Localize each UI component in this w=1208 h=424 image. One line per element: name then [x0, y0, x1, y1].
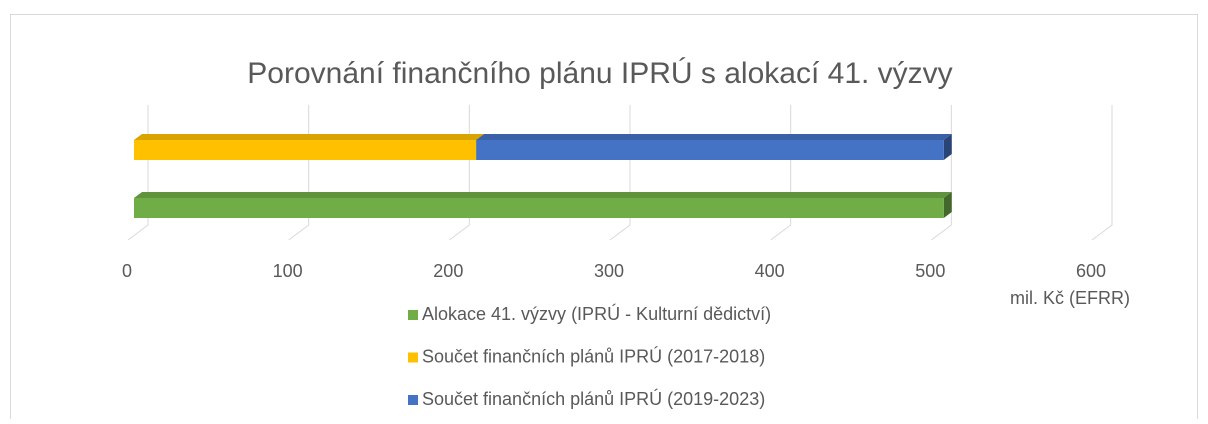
x-tick-label: 300: [594, 261, 624, 281]
chart-title: Porovnání finančního plánu IPRÚ s alokac…: [247, 57, 952, 90]
legend-label: Alokace 41. výzvy (IPRÚ - Kulturní dědic…: [422, 303, 771, 324]
legend-swatch: [408, 352, 418, 363]
x-tick-label: 0: [122, 261, 132, 281]
bar-top-face: [476, 134, 952, 140]
bar-side-face: [943, 134, 952, 160]
x-axis-label: mil. Kč (EFRR): [1010, 288, 1130, 308]
legend-label: Součet finančních plánů IPRÚ (2019-2023): [422, 388, 765, 409]
x-tick-label: 200: [433, 261, 463, 281]
grid-line: [1091, 105, 1113, 241]
chart-frame: [10, 14, 1198, 424]
bar-front-face: [134, 198, 944, 218]
legend-label: Součet finančních plánů IPRÚ (2017-2018): [422, 345, 765, 366]
bar-front-face: [476, 140, 944, 160]
bar: [134, 134, 485, 160]
bar-side-face: [943, 192, 952, 218]
bar: [476, 134, 952, 160]
bar-front-face: [134, 140, 477, 160]
legend-swatch: [408, 395, 418, 405]
bar: [134, 192, 952, 218]
legend-swatch: [408, 310, 418, 320]
x-tick-label: 400: [755, 261, 785, 281]
x-tick-label: 100: [273, 261, 303, 281]
x-tick-label: 500: [915, 261, 945, 281]
bar-top-face: [134, 134, 485, 140]
x-tick-label: 600: [1076, 261, 1106, 281]
bar-top-face: [134, 192, 952, 198]
